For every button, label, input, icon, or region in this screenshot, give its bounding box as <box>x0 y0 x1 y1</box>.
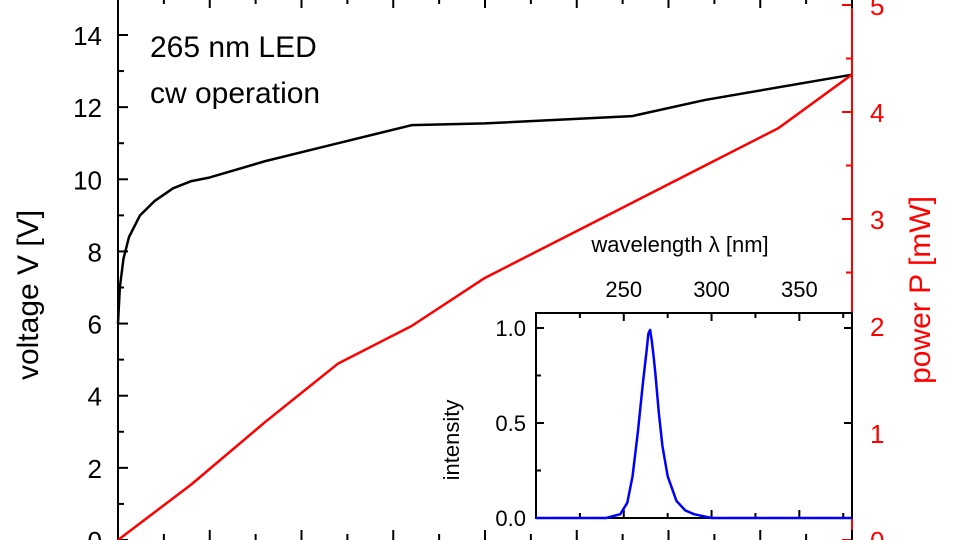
inset-y-tick-label: 0.5 <box>495 411 526 436</box>
inset-series <box>536 328 852 520</box>
inset-y-tick-label: 0.0 <box>495 506 526 531</box>
power-series-line <box>117 73 853 540</box>
inset-spectrum-plot: 250 300 350 0.0 0.5 1.0 wavelength λ [nm] int… <box>439 232 853 531</box>
left-axis-title: voltage V [V] <box>12 210 45 380</box>
bottom-x-ticks <box>117 530 853 540</box>
main-plot-area: 02468101214 012345 <box>73 0 884 540</box>
right-axis-title: power P [mW] <box>904 196 937 384</box>
inset-x-tick-label: 300 <box>693 277 730 302</box>
inset-intensity-line <box>536 328 852 520</box>
left-tick-label: 10 <box>73 165 102 195</box>
left-tick-label: 6 <box>88 310 102 340</box>
inset-y-tick-label: 1.0 <box>495 316 526 341</box>
left-tick-label: 0 <box>88 526 102 540</box>
inset-y-axis-title: intensity <box>439 400 464 481</box>
annotation-device: 265 nm LED <box>150 31 317 64</box>
right-tick-label: 1 <box>870 419 884 449</box>
left-tick-label: 4 <box>88 382 102 412</box>
right-tick-label: 5 <box>870 0 884 21</box>
inset-frame <box>535 312 853 519</box>
left-y-ticks: 0 2 4 6 8 10 12 14 <box>73 21 128 540</box>
right-tick-label: 0 <box>870 526 884 540</box>
inset-ticks: 250 300 350 0.0 0.5 1.0 <box>495 277 852 531</box>
inset-x-tick-label: 250 <box>605 277 642 302</box>
left-tick-label: 8 <box>88 237 102 267</box>
voltage-series-line <box>116 73 853 324</box>
inset-x-tick-label: 350 <box>781 277 818 302</box>
top-x-ticks <box>117 0 853 8</box>
right-tick-label: 4 <box>870 98 884 128</box>
left-tick-label: 12 <box>73 93 102 123</box>
annotation-mode: cw operation <box>150 77 320 110</box>
right-tick-label: 2 <box>870 312 884 342</box>
left-tick-label: 14 <box>73 21 102 51</box>
main-series <box>116 73 853 540</box>
inset-x-axis-title: wavelength λ [nm] <box>590 232 768 257</box>
left-tick-label: 2 <box>88 454 102 484</box>
right-tick-label: 3 <box>870 205 884 235</box>
